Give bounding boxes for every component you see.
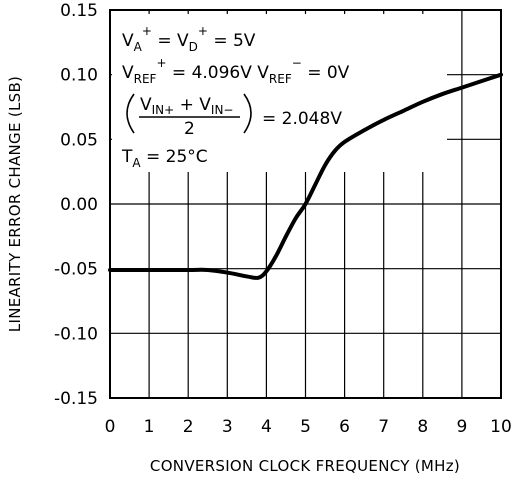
x-tick-label: 10: [490, 417, 512, 437]
fraction-numerator: VIN+ + VIN−: [140, 95, 233, 117]
temperature-text: TA = 25°C: [121, 147, 208, 170]
x-tick-label: 8: [417, 417, 428, 437]
condition-annotation: VA+ = VD+ = 5V VREF+ = 4.096V VREF− = 0V…: [121, 24, 350, 170]
y-tick-label: 0.10: [60, 66, 98, 86]
y-tick-label: 0.05: [60, 130, 98, 150]
x-tick-labels: 0 1 2 3 4 5 6 7 8 9 10: [105, 417, 512, 437]
left-paren: [126, 93, 135, 134]
x-tick-label: 7: [378, 417, 389, 437]
y-tick-label: 0.00: [60, 195, 98, 215]
input-common-mode-fraction: VIN+ + VIN− 2 = 2.048V: [126, 93, 342, 139]
x-axis-label: CONVERSION CLOCK FREQUENCY (MHz): [150, 457, 460, 475]
x-tick-label: 0: [105, 417, 116, 437]
right-paren: [243, 93, 252, 134]
x-tick-label: 2: [183, 417, 194, 437]
y-axis-label: LINEARITY ERROR CHANGE (LSB): [6, 76, 24, 332]
reference-voltage-text: VREF+ = 4.096V VREF− = 0V: [122, 56, 350, 86]
y-tick-label: 0.15: [60, 1, 98, 21]
x-tick-label: 4: [261, 417, 272, 437]
y-tick-label: -0.05: [54, 260, 98, 280]
x-tick-label: 5: [300, 417, 311, 437]
x-tick-label: 6: [339, 417, 350, 437]
annotation-backdrop: [112, 14, 447, 172]
series-curve: [108, 72, 503, 281]
y-tick-labels: -0.15 -0.10 -0.05 0.00 0.05 0.10 0.15: [54, 1, 98, 409]
supply-voltage-text: VA+ = VD+ = 5V: [122, 24, 256, 54]
y-tick-label: -0.15: [54, 389, 98, 409]
y-tick-label: -0.10: [54, 324, 98, 344]
x-tick-label: 3: [222, 417, 233, 437]
fraction-denominator: 2: [184, 119, 195, 139]
x-tick-label: 1: [144, 417, 155, 437]
plot-frame: [109, 9, 502, 399]
x-tick-label: 9: [456, 417, 467, 437]
fraction-result: = 2.048V: [262, 109, 342, 129]
